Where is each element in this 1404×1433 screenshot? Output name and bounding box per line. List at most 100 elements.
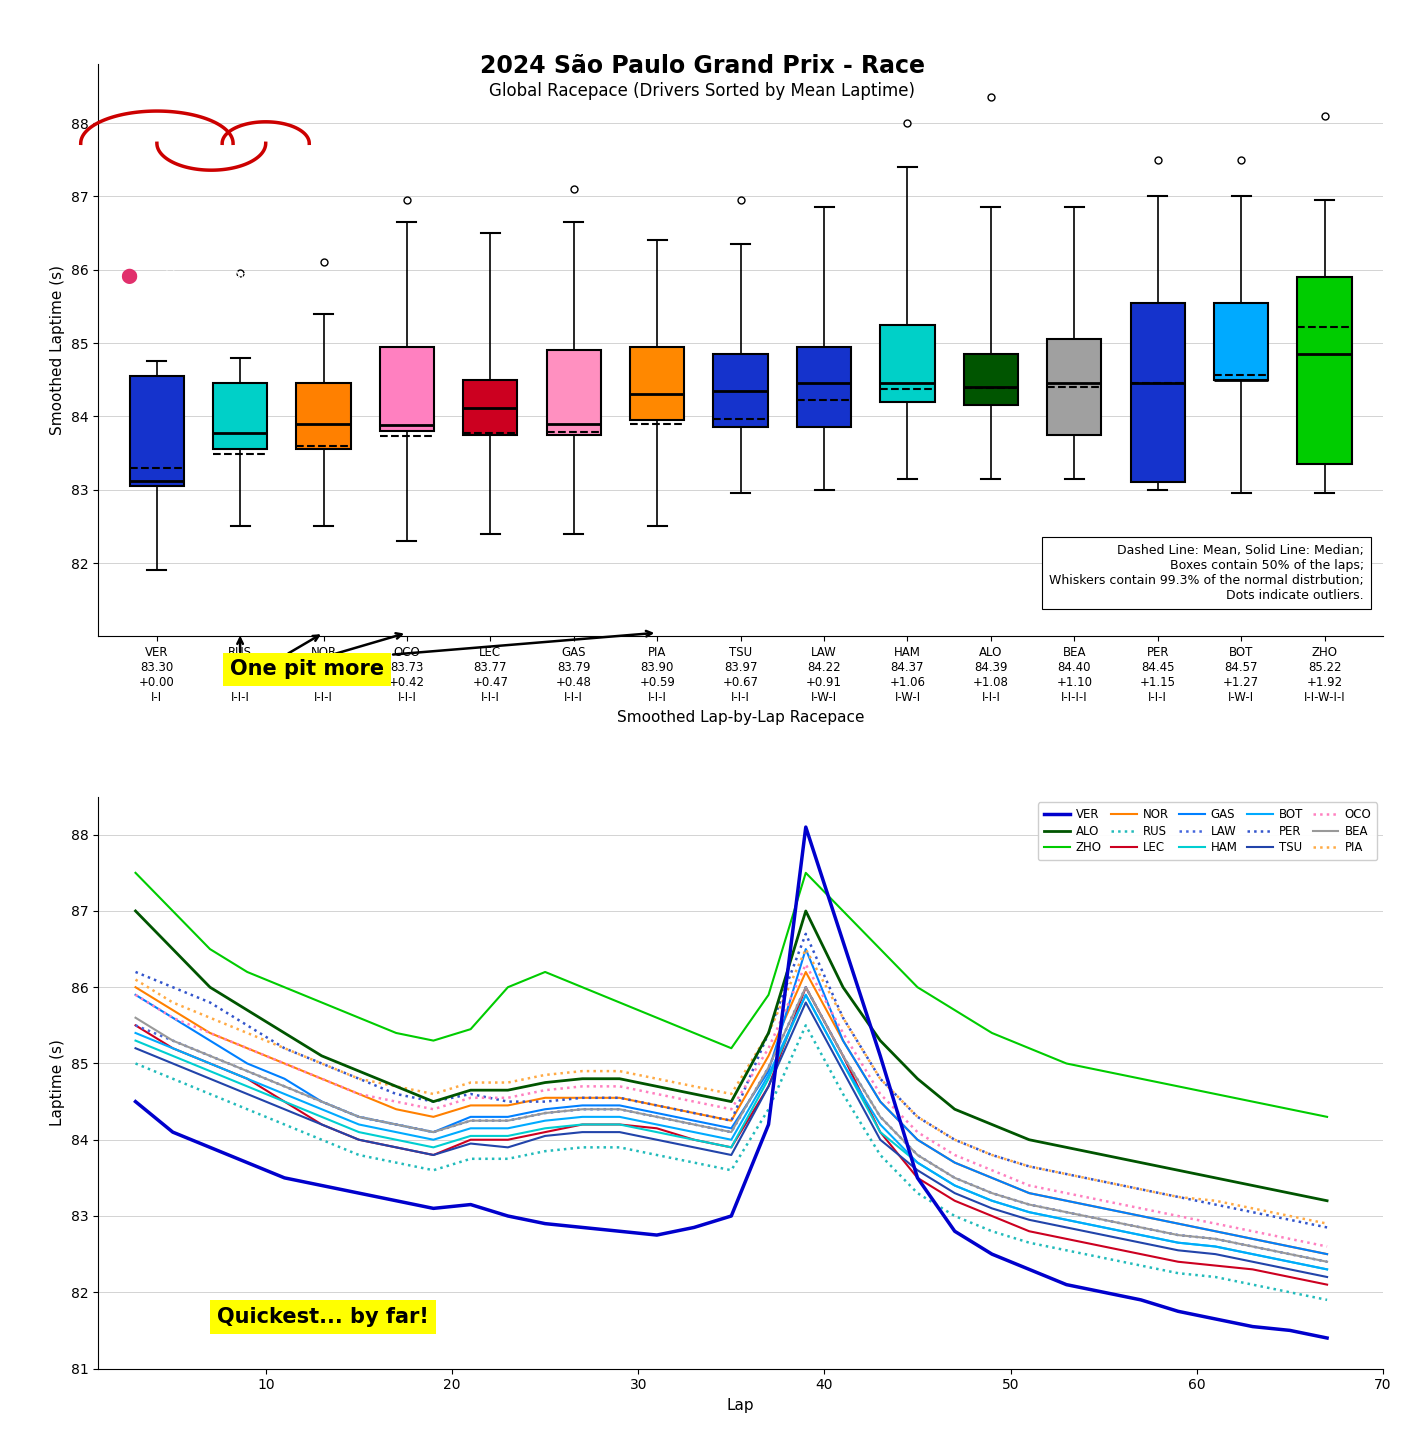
NOR — [723, 1112, 740, 1129]
VER — [351, 1185, 368, 1202]
BEA — [1244, 1238, 1261, 1255]
HAM — [649, 1123, 665, 1141]
TSU — [1244, 1252, 1261, 1270]
PER — [574, 1089, 591, 1106]
PER — [649, 1096, 665, 1113]
BEA — [872, 1108, 889, 1125]
RUS — [908, 1185, 925, 1202]
OCO — [1021, 1176, 1038, 1194]
PER — [946, 1131, 963, 1148]
ALO — [277, 1025, 293, 1042]
PER — [1170, 1188, 1186, 1205]
ALO — [239, 1002, 256, 1019]
BOT — [536, 1112, 553, 1129]
LAW — [760, 1059, 776, 1076]
GAS — [313, 1093, 330, 1111]
ZHO — [313, 995, 330, 1012]
PIA — [277, 1039, 293, 1056]
OCO — [872, 1085, 889, 1102]
VER — [536, 1215, 553, 1232]
PIA — [574, 1062, 591, 1079]
BOT — [1021, 1204, 1038, 1221]
ALO — [946, 1101, 963, 1118]
BEA — [1170, 1227, 1186, 1244]
ALO — [128, 903, 145, 920]
TSU — [1095, 1227, 1112, 1244]
ZHO — [946, 1002, 963, 1019]
ZHO — [425, 1032, 442, 1049]
LEC — [649, 1119, 665, 1136]
VER — [984, 1245, 1001, 1262]
HAM — [164, 1048, 181, 1065]
BOT — [1095, 1219, 1112, 1237]
VER — [834, 933, 851, 950]
LAW — [1095, 1211, 1112, 1228]
ZHO — [1282, 1101, 1299, 1118]
NOR — [239, 1039, 256, 1056]
RUS — [574, 1139, 591, 1156]
RUS — [202, 1085, 219, 1102]
LAW — [1133, 1219, 1150, 1237]
ZHO — [1021, 1039, 1038, 1056]
BOT — [1282, 1252, 1299, 1270]
TSU — [797, 995, 814, 1012]
BOT — [164, 1039, 181, 1056]
VER — [1059, 1275, 1075, 1293]
LEC — [1282, 1268, 1299, 1285]
VER — [1021, 1261, 1038, 1278]
PER — [984, 1146, 1001, 1164]
OCO — [164, 1009, 181, 1026]
VER — [1170, 1303, 1186, 1320]
TSU — [239, 1085, 256, 1102]
ALO — [1095, 1146, 1112, 1164]
Line: PER: PER — [136, 934, 1327, 1228]
PIA — [1059, 1165, 1075, 1182]
PER — [1282, 1211, 1299, 1228]
GAS — [1244, 1231, 1261, 1248]
Bar — [296, 384, 351, 450]
HAM — [1021, 1204, 1038, 1221]
ZHO — [536, 963, 553, 980]
LEC — [1059, 1231, 1075, 1248]
GAS — [128, 986, 145, 1003]
RUS — [425, 1162, 442, 1179]
ZHO — [462, 1020, 479, 1037]
BEA — [1133, 1219, 1150, 1237]
NOR — [649, 1096, 665, 1113]
BOT — [1244, 1245, 1261, 1262]
ZHO — [611, 995, 628, 1012]
BEA — [1318, 1252, 1335, 1270]
GAS — [202, 1032, 219, 1049]
VER — [649, 1227, 665, 1244]
ZHO — [277, 979, 293, 996]
Text: Global Racepace (Drivers Sorted by Mean Laptime): Global Racepace (Drivers Sorted by Mean … — [489, 82, 915, 100]
HAM — [1207, 1238, 1224, 1255]
HAM — [500, 1128, 517, 1145]
LAW — [1207, 1231, 1224, 1248]
TSU — [500, 1139, 517, 1156]
PIA — [1021, 1158, 1038, 1175]
Text: ⬤: ⬤ — [119, 268, 138, 284]
Bar — [797, 347, 851, 427]
PIA — [1170, 1188, 1186, 1205]
TSU — [908, 1162, 925, 1179]
ZHO — [797, 864, 814, 881]
GAS — [834, 1032, 851, 1049]
ZHO — [1170, 1078, 1186, 1095]
LAW — [462, 1112, 479, 1129]
OCO — [1170, 1208, 1186, 1225]
TSU — [723, 1146, 740, 1164]
Line: ZHO: ZHO — [136, 873, 1327, 1116]
BOT — [908, 1154, 925, 1171]
GAS — [984, 1169, 1001, 1187]
BEA — [277, 1078, 293, 1095]
PER — [1207, 1197, 1224, 1214]
NOR — [1318, 1245, 1335, 1262]
PER — [1318, 1219, 1335, 1237]
VER — [1207, 1310, 1224, 1327]
TSU — [834, 1062, 851, 1079]
TSU — [388, 1139, 404, 1156]
TSU — [425, 1146, 442, 1164]
TSU — [1207, 1245, 1224, 1262]
LAW — [239, 1062, 256, 1079]
